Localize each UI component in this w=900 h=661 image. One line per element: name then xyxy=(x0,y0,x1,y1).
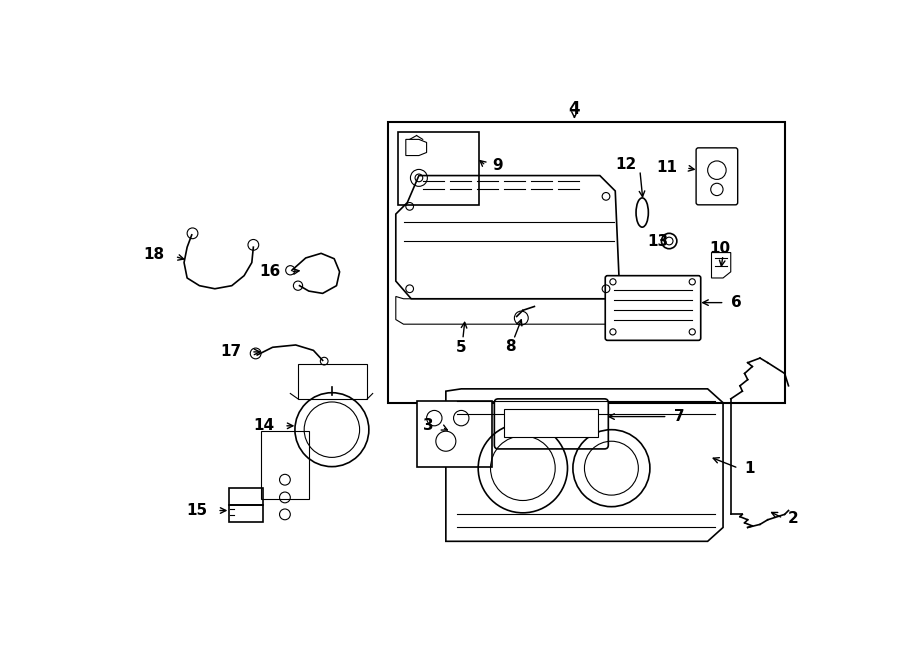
FancyBboxPatch shape xyxy=(494,399,608,449)
Bar xyxy=(298,364,367,399)
Text: 17: 17 xyxy=(220,344,241,360)
Bar xyxy=(229,505,264,522)
Text: 13: 13 xyxy=(648,233,669,249)
Text: 1: 1 xyxy=(744,461,755,476)
FancyBboxPatch shape xyxy=(605,276,701,340)
Text: 3: 3 xyxy=(423,418,434,434)
Text: 7: 7 xyxy=(674,409,684,424)
Bar xyxy=(229,488,264,505)
Text: 4: 4 xyxy=(569,100,580,118)
Text: 15: 15 xyxy=(186,503,207,518)
FancyBboxPatch shape xyxy=(696,148,738,205)
Bar xyxy=(261,431,309,499)
Text: 11: 11 xyxy=(656,159,677,175)
Bar xyxy=(388,122,785,403)
Text: 14: 14 xyxy=(254,418,274,434)
Bar xyxy=(418,401,492,467)
Text: 10: 10 xyxy=(709,241,731,256)
Text: 5: 5 xyxy=(456,340,466,355)
Text: 16: 16 xyxy=(259,264,280,280)
Text: 8: 8 xyxy=(505,339,516,354)
Text: 12: 12 xyxy=(616,157,637,171)
Text: 9: 9 xyxy=(492,158,503,173)
Text: 2: 2 xyxy=(788,511,798,525)
Bar xyxy=(398,132,479,205)
Bar xyxy=(504,409,598,438)
Text: 6: 6 xyxy=(731,295,742,310)
Text: 18: 18 xyxy=(144,247,165,262)
